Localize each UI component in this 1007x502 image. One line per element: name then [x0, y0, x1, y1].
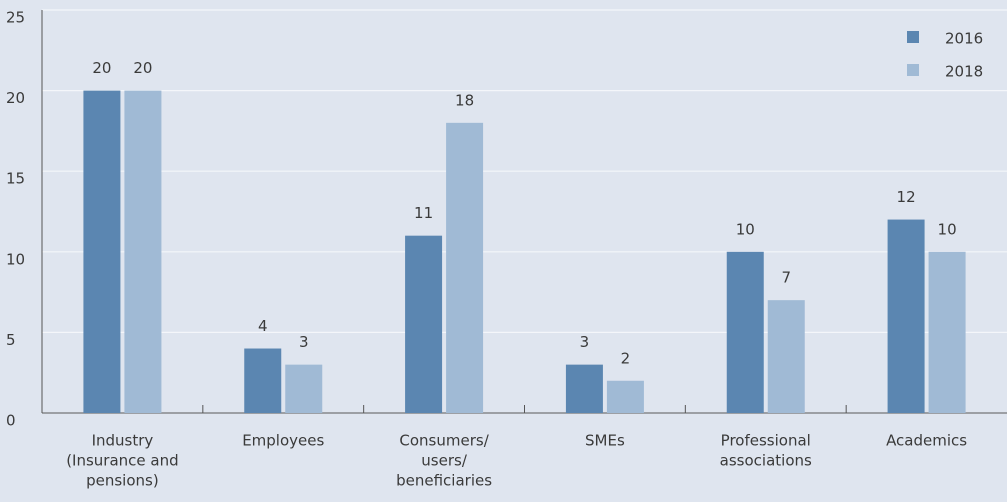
legend-swatch	[907, 64, 919, 76]
bar	[83, 90, 121, 413]
bar	[928, 251, 966, 413]
bar	[285, 364, 323, 413]
data-label: 20	[133, 59, 152, 77]
x-tick-label: pensions)	[86, 472, 159, 490]
data-label: 3	[580, 333, 590, 351]
data-label: 7	[781, 269, 791, 287]
bar	[767, 300, 805, 413]
x-tick-label: Academics	[886, 432, 967, 450]
x-tick-label: Consumers/	[399, 432, 489, 450]
x-tick-label: Employees	[242, 432, 324, 450]
bar	[446, 122, 484, 413]
x-tick-label: users/	[421, 452, 468, 470]
y-tick-label: 15	[6, 170, 25, 188]
y-tick-label: 0	[6, 412, 16, 430]
legend-label: 2016	[945, 30, 983, 48]
bar	[726, 251, 764, 413]
data-label: 10	[938, 220, 957, 238]
bar	[565, 364, 603, 413]
data-label: 12	[897, 188, 916, 206]
x-tick-label: SMEs	[585, 432, 625, 450]
bar	[405, 235, 443, 413]
data-label: 10	[736, 220, 755, 238]
x-tick-label: associations	[720, 452, 812, 470]
data-label: 2	[621, 349, 631, 367]
data-label: 20	[92, 59, 111, 77]
data-label: 4	[258, 317, 268, 335]
x-tick-label: Industry	[92, 432, 154, 450]
y-tick-label: 20	[6, 89, 25, 107]
x-tick-label: Professional	[721, 432, 811, 450]
legend-swatch	[907, 31, 919, 43]
bar	[244, 348, 282, 413]
bar	[887, 219, 925, 413]
data-label: 11	[414, 204, 433, 222]
y-tick-label: 10	[6, 250, 25, 268]
y-tick-label: 25	[6, 9, 25, 27]
data-label: 18	[455, 91, 474, 109]
x-tick-label: beneficiaries	[396, 472, 492, 490]
bar	[124, 90, 162, 413]
y-tick-label: 5	[6, 331, 16, 349]
data-label: 3	[299, 333, 309, 351]
x-tick-label: (Insurance and	[66, 452, 178, 470]
bar	[606, 380, 644, 413]
legend-label: 2018	[945, 63, 983, 81]
